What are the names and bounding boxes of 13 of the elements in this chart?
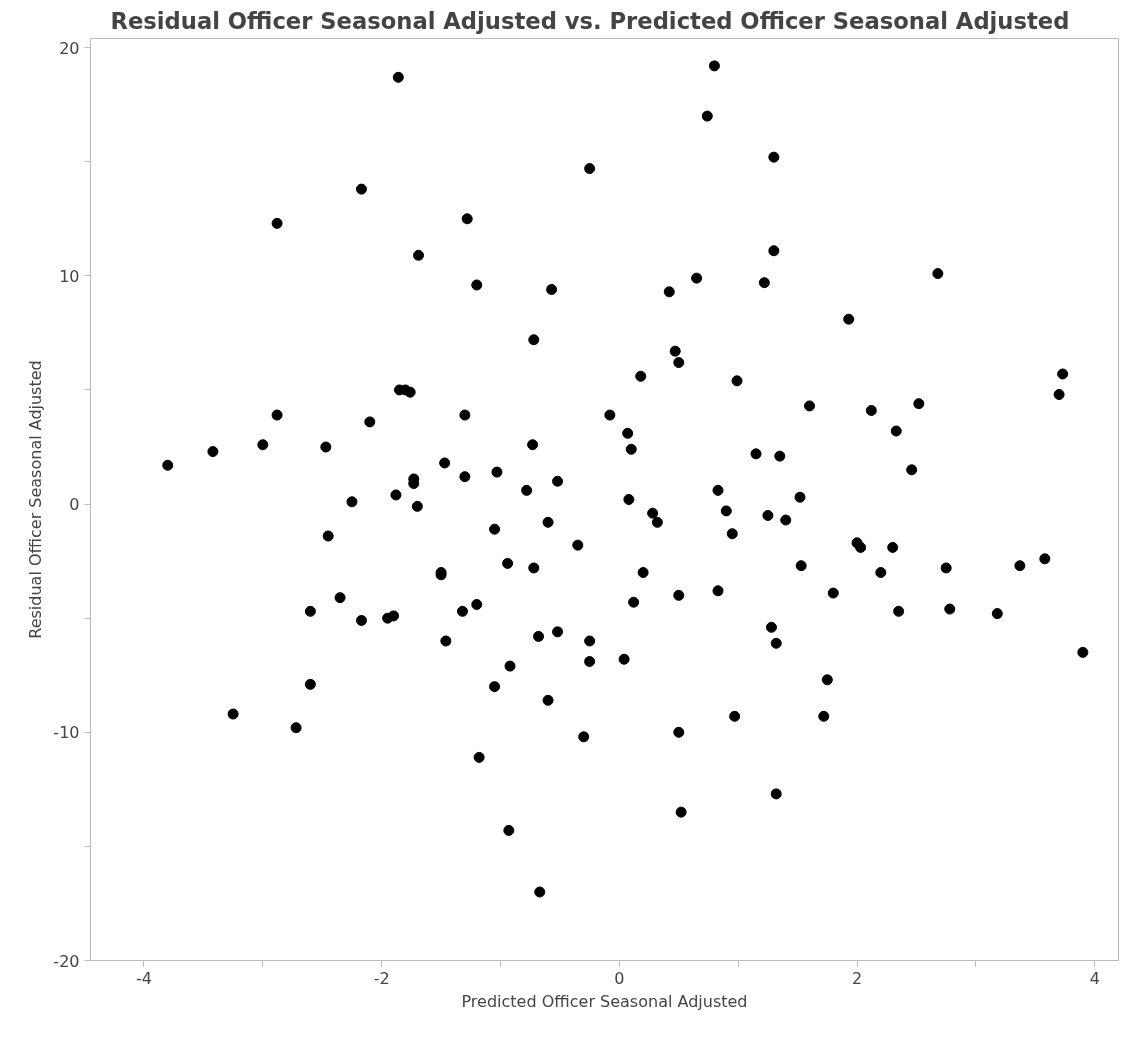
x-tick-label: 2 — [851, 968, 863, 988]
x-tick-label: -4 — [136, 968, 152, 988]
y-tick-label: -10 — [53, 723, 80, 743]
y-tick-label: 20 — [59, 38, 80, 58]
x-tick-label: -2 — [373, 968, 390, 988]
chart-title: Residual Officer Seasonal Adjusted vs. Predicted Officer Seasonal Adjusted — [110, 7, 1070, 34]
x-tick-label: 0 — [614, 968, 625, 988]
y-tick-label: -20 — [53, 951, 80, 971]
y-axis-title: Residual Officer Seasonal Adjusted — [26, 360, 46, 639]
x-axis-title: Predicted Officer Seasonal Adjusted — [461, 991, 748, 1011]
x-tick-label: 4 — [1089, 968, 1100, 988]
y-tick-label: 0 — [69, 495, 80, 515]
y-tick-label: 10 — [59, 266, 80, 286]
